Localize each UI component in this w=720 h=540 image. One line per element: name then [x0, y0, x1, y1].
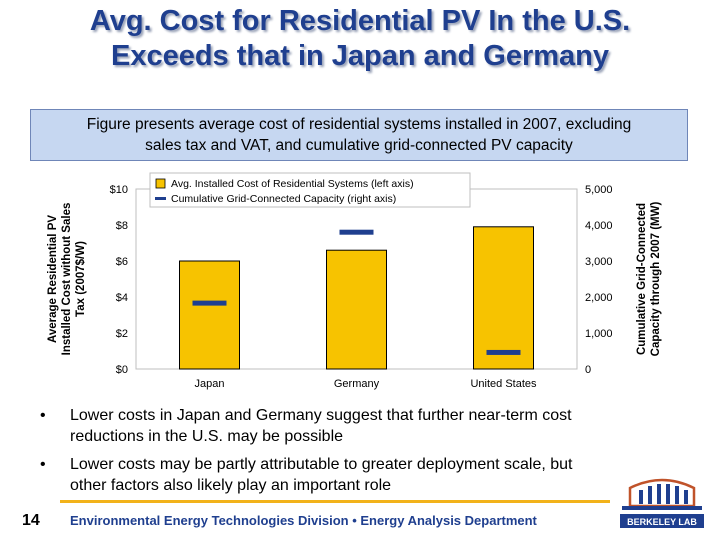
capacity-marker	[486, 349, 521, 355]
legend-label-cost: Avg. Installed Cost of Residential Syste…	[171, 178, 414, 190]
y2-tick-label: 2,000	[585, 292, 613, 304]
bullet-text-line2: other factors also likely play an import…	[70, 477, 392, 494]
bullet-symbol: •	[40, 407, 46, 424]
legend-swatch-capacity	[155, 197, 166, 200]
bullet-item: • Lower costs may be partly attributable…	[36, 454, 696, 496]
y2-tick-label: 0	[585, 364, 591, 376]
legend-label-capacity: Cumulative Grid-Connected Capacity (righ…	[171, 193, 396, 205]
caption-line2: sales tax and VAT, and cumulative grid-c…	[145, 137, 573, 154]
bullet-text-line1: Lower costs in Japan and Germany suggest…	[70, 407, 572, 424]
cost-bar	[326, 249, 387, 370]
legend-swatch-cost	[155, 178, 166, 189]
slide-title: Avg. Cost for Residential PV In the U.S.…	[0, 4, 720, 74]
cost-bar	[179, 260, 240, 370]
logo-building-icon	[622, 478, 702, 510]
y-tick-label: $8	[116, 220, 128, 232]
footer-divider	[60, 500, 610, 503]
y-axis-title-line: Average Residential PV	[47, 215, 59, 343]
x-tick-label: United States	[470, 378, 537, 390]
y2-tick-label: 5,000	[585, 184, 613, 196]
slide-title-line1: Avg. Cost for Residential PV In the U.S.	[89, 5, 631, 37]
bullet-item: • Lower costs in Japan and Germany sugge…	[36, 405, 696, 447]
footer-text: Environmental Energy Technologies Divisi…	[70, 513, 537, 528]
capacity-marker	[192, 300, 227, 306]
cost-capacity-chart: $0 $2 $4 $6 $8 $10 0 1,000 2,000 3,000 4,000 5,000 J…	[47, 172, 662, 390]
legend-box	[149, 172, 471, 208]
y2-axis-title-line: Cumulative Grid-Connected	[636, 203, 648, 355]
y-tick-label: $2	[116, 328, 128, 340]
figure-caption-box: Figure presents average cost of resident…	[30, 109, 688, 161]
y-axis-title-line: Tax (2007$/W)	[75, 241, 87, 317]
y-axis-title-line: Installed Cost without Sales	[61, 203, 73, 356]
y2-tick-label: 4,000	[585, 220, 613, 232]
x-tick-label: Japan	[195, 378, 225, 390]
slide-title-line2: Exceeds that in Japan and Germany	[110, 40, 609, 72]
bullet-text: Lower costs may be partly attributable t…	[70, 454, 572, 496]
y-tick-label: $10	[110, 184, 128, 196]
y-tick-label: $0	[116, 364, 128, 376]
capacity-marker	[339, 229, 374, 235]
y2-tick-label: 1,000	[585, 328, 613, 340]
y2-axis-title-line: Capacity through 2007 (MW)	[650, 202, 662, 357]
y-tick-label: $6	[116, 256, 128, 268]
y2-tick-label: 3,000	[585, 256, 613, 268]
berkeley-lab-logo: BERKELEY LAB	[620, 478, 704, 528]
x-tick-label: Germany	[334, 378, 380, 390]
bullet-list: • Lower costs in Japan and Germany sugge…	[36, 405, 696, 503]
page-number: 14	[22, 512, 40, 529]
cost-bar	[473, 226, 534, 370]
y-tick-label: $4	[116, 292, 128, 304]
logo-banner	[620, 514, 704, 528]
bullet-text: Lower costs in Japan and Germany suggest…	[70, 405, 572, 447]
caption-line1: Figure presents average cost of resident…	[86, 116, 632, 133]
bullet-text-line2: reductions in the U.S. may be possible	[70, 428, 344, 445]
logo-text: BERKELEY LAB	[627, 517, 697, 527]
bullet-text-line1: Lower costs may be partly attributable t…	[70, 456, 573, 473]
bullet-symbol: •	[40, 456, 46, 473]
